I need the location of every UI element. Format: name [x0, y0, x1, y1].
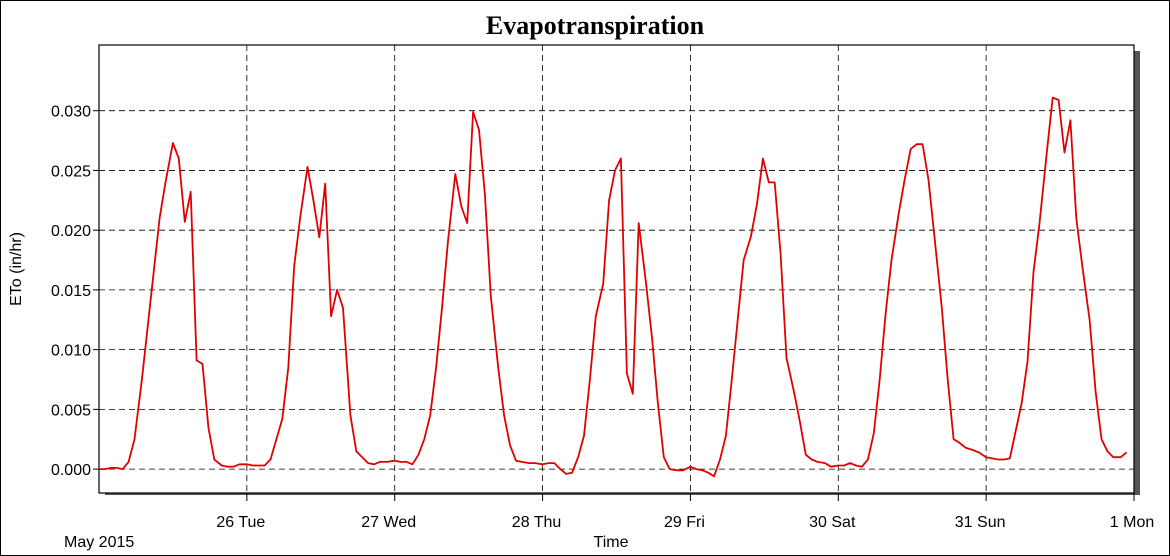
x-tick-label: 26 Tue: [216, 514, 265, 531]
date-caption: May 2015: [64, 534, 134, 551]
series-layer: [99, 96, 1128, 478]
y-tick-label: 0.025: [51, 163, 91, 180]
plot-area: [98, 44, 1135, 494]
x-axis-label: Time: [594, 534, 629, 551]
y-tick-label: 0.005: [51, 402, 91, 419]
y-tick-label: 0.010: [51, 343, 91, 360]
chart-title: Evapotranspiration: [486, 11, 705, 40]
x-tick-label: 27 Wed: [361, 514, 416, 531]
y-tick-label: 0.015: [51, 283, 91, 300]
y-tick-label: 0.000: [51, 462, 91, 479]
x-tick-label: 30 Sat: [809, 514, 856, 531]
y-axis-label: ETo (in/hr): [8, 232, 25, 306]
y-tick-label: 0.020: [51, 223, 91, 240]
axis-ticks: 0.000 0.005 0.010 0.015 0.020 0.025 0.030 26 Tu…: [51, 104, 1154, 531]
x-tick-label: 31 Sun: [955, 514, 1006, 531]
y-tick-label: 0.030: [51, 104, 91, 121]
eto-series-line: [99, 96, 1128, 478]
x-tick-label: 1 Mon: [1110, 514, 1154, 531]
x-tick-label: 28 Thu: [512, 514, 562, 531]
grid-lines: [99, 45, 1134, 493]
x-tick-label: 29 Fri: [664, 514, 705, 531]
